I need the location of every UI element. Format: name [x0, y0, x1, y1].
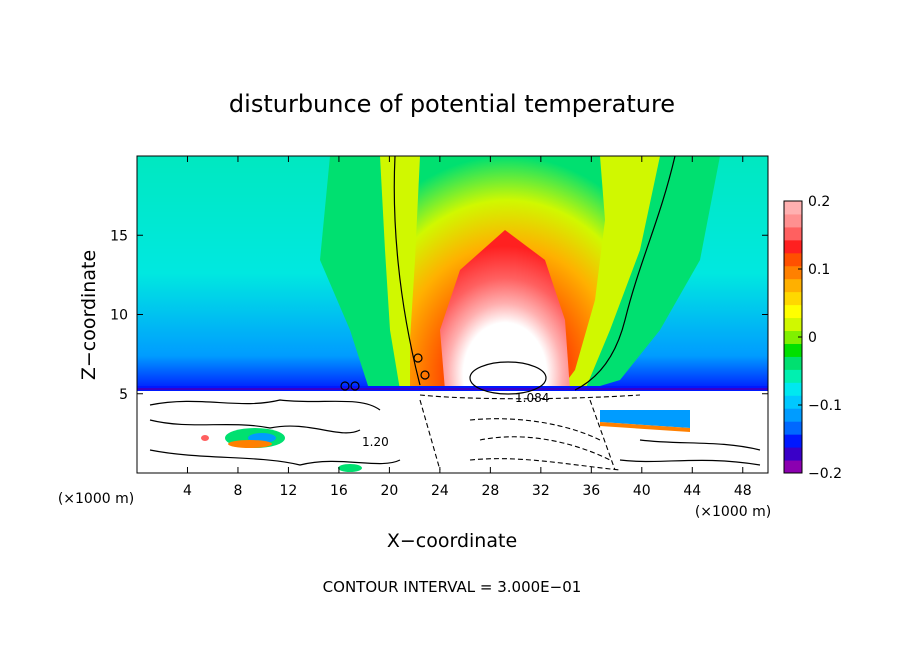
colorbar-swatch — [784, 421, 802, 435]
colorbar-swatch — [784, 343, 802, 357]
x-axis-ticks: 4 8 12 16 20 24 28 32 36 40 44 48 — [183, 156, 752, 499]
y-tick-label: 5 — [119, 387, 128, 403]
colorbar-tick-label: −0.1 — [808, 398, 842, 414]
colorbar-swatch — [784, 304, 802, 319]
x-tick-label: 36 — [582, 483, 600, 499]
x-tick-label: 48 — [734, 483, 752, 499]
colorbar-tick-label: 0 — [808, 330, 817, 346]
contour-interval-note: CONTOUR INTERVAL = 3.000E−01 — [323, 578, 582, 596]
x-tick-label: 44 — [683, 483, 701, 499]
x-tick-label: 40 — [633, 483, 651, 499]
contour-label-1: 1.20 — [362, 435, 389, 449]
x-tick-label: 24 — [431, 483, 449, 499]
colorbar-swatch — [784, 265, 802, 280]
colorbar-swatch — [784, 434, 802, 448]
x-tick-label: 32 — [532, 483, 550, 499]
colorbar-swatch — [784, 213, 802, 228]
field-band-right-warm — [600, 422, 690, 432]
x-tick-label: 16 — [330, 483, 348, 499]
x-tick-label: 12 — [280, 483, 298, 499]
contour-lines — [149, 156, 761, 466]
field-blob-bottom — [338, 464, 362, 472]
contour-label-2: 1.084 — [515, 391, 549, 405]
x-unit-left: (×1000 m) — [58, 491, 134, 507]
colorbar-swatch — [784, 317, 802, 332]
colorbar-swatch — [784, 395, 802, 409]
x-tick-label: 28 — [481, 483, 499, 499]
y-axis-label: Z−coordinate — [78, 250, 100, 380]
colorbar-ticks: 0.2 0.1 0 −0.1 −0.2 — [798, 194, 842, 482]
x-tick-label: 4 — [183, 483, 192, 499]
colorbar-swatch — [784, 330, 802, 344]
colorbar-swatch — [784, 382, 802, 396]
colorbar-tick-label: 0.1 — [808, 262, 830, 278]
y-axis-ticks: 5 10 15 — [110, 228, 768, 403]
plot-area: 1.20 1.084 — [137, 156, 768, 473]
colorbar-swatch — [784, 447, 802, 461]
x-tick-label: 20 — [380, 483, 398, 499]
field-blob-orange — [228, 440, 272, 448]
colorbar-swatch — [784, 226, 802, 241]
colorbar-swatch — [784, 291, 802, 306]
y-tick-label: 10 — [110, 308, 128, 324]
y-tick-label: 15 — [110, 228, 128, 244]
colorbar-swatch — [784, 278, 802, 293]
colorbar-swatch — [784, 356, 802, 370]
field-warm-core — [440, 230, 570, 390]
x-axis-label: X−coordinate — [387, 530, 517, 552]
field-inversion-strip-dark — [137, 388, 768, 390]
colorbar-swatch — [784, 252, 802, 267]
colorbar-swatch — [784, 408, 802, 422]
colorbar-tick-label: 0.2 — [808, 194, 830, 210]
chart-title: disturbunce of potential temperature — [229, 90, 675, 118]
contour-lines-dashed — [419, 394, 641, 471]
x-unit-right: (×1000 m) — [695, 504, 771, 520]
colorbar — [784, 201, 802, 474]
colorbar-swatch — [784, 239, 802, 254]
colorbar-swatch — [784, 369, 802, 383]
field-blob-left — [201, 435, 209, 441]
colorbar-swatch — [784, 460, 802, 474]
colorbar-swatch — [784, 201, 802, 215]
x-tick-label: 8 — [233, 483, 242, 499]
colorbar-tick-label: −0.2 — [808, 466, 842, 482]
